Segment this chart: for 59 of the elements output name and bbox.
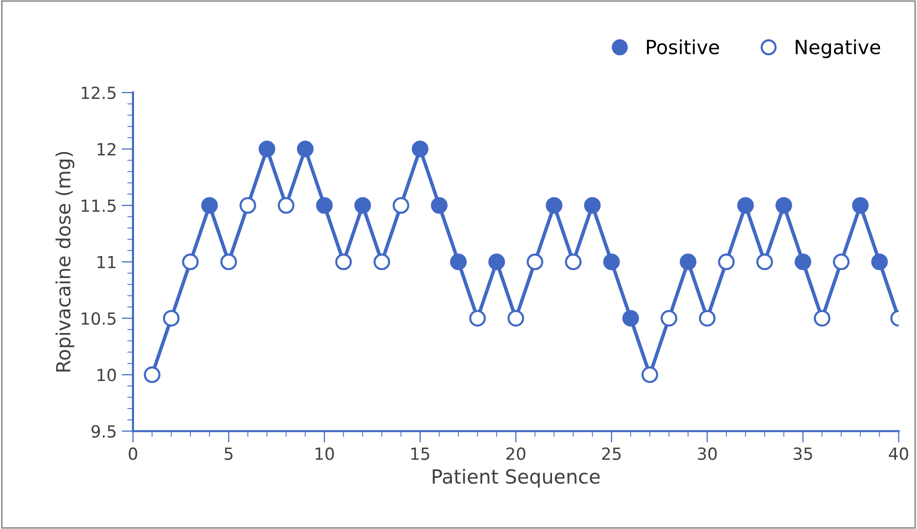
y-tick-label: 11 bbox=[98, 256, 116, 268]
x-tick-label: 30 bbox=[698, 447, 717, 460]
x-tick-label: 0 bbox=[128, 447, 138, 460]
point bbox=[162, 310, 180, 327]
point bbox=[354, 197, 371, 214]
point bbox=[335, 254, 352, 270]
point bbox=[373, 254, 390, 270]
point bbox=[412, 140, 428, 158]
y-tick-label: 12.5 bbox=[82, 86, 116, 100]
y-tick-label: 10 bbox=[98, 368, 116, 382]
point bbox=[737, 197, 754, 214]
point bbox=[603, 254, 620, 270]
point bbox=[814, 310, 830, 327]
legend-label: Positive bbox=[646, 39, 719, 54]
point bbox=[660, 310, 678, 327]
y-tick-label: 12 bbox=[98, 142, 116, 156]
point bbox=[756, 254, 773, 270]
x-tick-label: 35 bbox=[794, 447, 812, 460]
point bbox=[871, 254, 888, 270]
point bbox=[278, 197, 294, 214]
point bbox=[584, 197, 601, 214]
point bbox=[775, 197, 792, 214]
point bbox=[832, 254, 850, 270]
point bbox=[392, 197, 410, 214]
point bbox=[794, 254, 812, 270]
point bbox=[680, 254, 696, 270]
point bbox=[564, 254, 582, 270]
point bbox=[430, 197, 448, 214]
x-tick-label: 25 bbox=[602, 447, 621, 460]
y-axis-title: Ropivacaine dose (mg) bbox=[56, 152, 74, 372]
y-tick-label: 11.5 bbox=[82, 200, 116, 212]
point bbox=[507, 310, 524, 327]
point bbox=[488, 254, 505, 270]
point bbox=[718, 254, 735, 270]
point bbox=[296, 140, 314, 158]
point bbox=[316, 197, 333, 214]
x-tick-label: 10 bbox=[316, 447, 334, 460]
legend-label: Negative bbox=[796, 39, 880, 58]
point bbox=[546, 197, 562, 214]
y-tick-label: 10.5 bbox=[82, 312, 116, 325]
x-tick-label: 5 bbox=[224, 448, 233, 460]
point bbox=[641, 366, 658, 384]
y-tick-label: 9.5 bbox=[92, 425, 116, 438]
point bbox=[144, 366, 160, 384]
point bbox=[469, 310, 486, 327]
x-tick-label: 40 bbox=[888, 447, 908, 460]
point bbox=[201, 197, 218, 214]
point bbox=[258, 140, 276, 158]
x-tick-label: 15 bbox=[411, 448, 430, 460]
point bbox=[698, 310, 716, 327]
point bbox=[182, 254, 199, 270]
point bbox=[852, 197, 869, 214]
point bbox=[526, 254, 544, 270]
point bbox=[239, 197, 256, 214]
point bbox=[622, 310, 639, 327]
x-axis-title: Patient Sequence bbox=[432, 468, 600, 488]
point bbox=[450, 254, 467, 270]
point bbox=[220, 254, 238, 270]
x-tick-label: 20 bbox=[506, 447, 526, 460]
